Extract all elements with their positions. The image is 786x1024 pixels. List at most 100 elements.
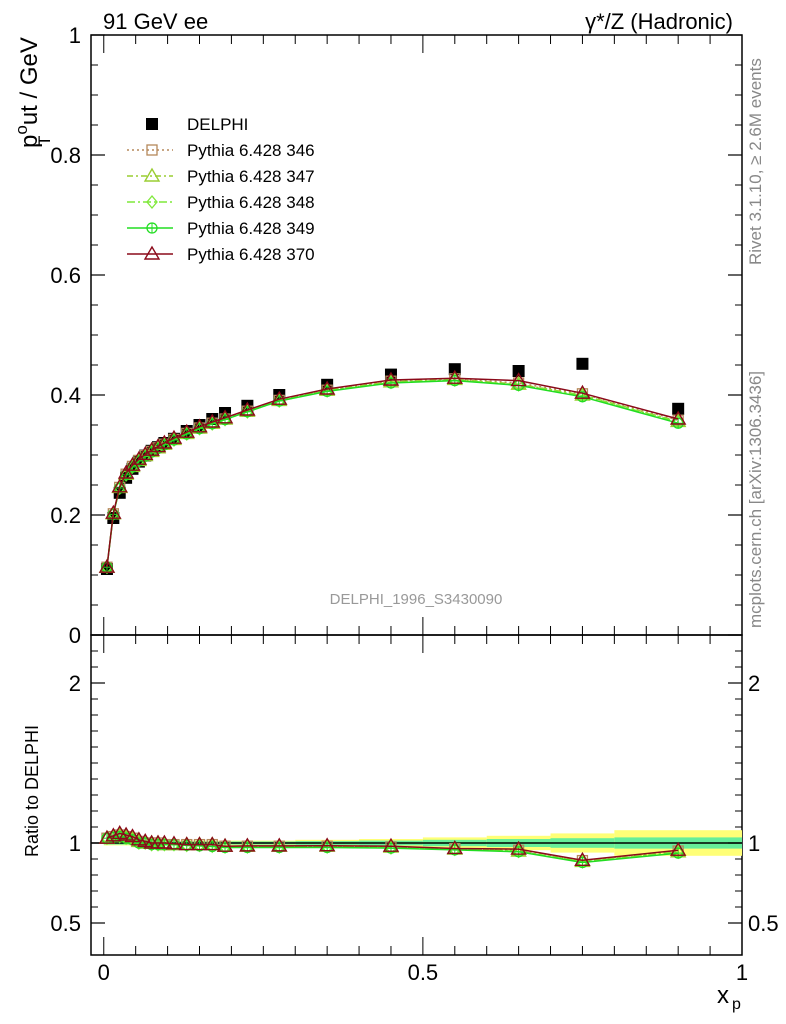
data-point — [216, 409, 234, 424]
series-line — [106, 379, 679, 568]
data-point — [239, 401, 256, 416]
data-point — [271, 837, 288, 852]
data-point — [149, 438, 167, 453]
ylabel-main: pout / GeV T — [12, 37, 54, 148]
data-point — [385, 377, 397, 389]
main-ytick-label: 1 — [69, 23, 81, 48]
data-point — [382, 837, 400, 852]
series-pythia-6-428-370 — [98, 369, 687, 573]
data-point — [105, 827, 122, 842]
ylabel-ratio: Ratio to DELPHI — [22, 725, 42, 857]
header-left: 91 GeV ee — [103, 9, 208, 34]
data-point — [672, 417, 684, 429]
data-point — [318, 380, 336, 395]
legend: DELPHI Pythia 6.428 346 Pythia 6.428 347 Py… — [127, 115, 315, 264]
data-point — [117, 464, 135, 479]
main-ytick-label: 0.2 — [50, 503, 81, 528]
analysis-label: DELPHI_1996_S3430090 — [330, 591, 503, 608]
main-ytick-label: 0.4 — [50, 383, 81, 408]
ratio-ytick-label: 0.5 — [50, 911, 81, 936]
data-point — [510, 840, 527, 855]
data-point — [191, 836, 208, 851]
data-point — [137, 446, 154, 461]
data-point — [574, 851, 591, 866]
legend-item: Pythia 6.428 346 — [127, 141, 315, 160]
legend-label: Pythia 6.428 370 — [187, 245, 315, 264]
data-point — [98, 558, 116, 573]
data-point — [143, 167, 161, 182]
main-series-group — [98, 357, 687, 575]
legend-item: Pythia 6.428 370 — [127, 245, 315, 264]
data-point — [448, 363, 461, 376]
data-point — [165, 835, 183, 850]
data-point — [178, 836, 195, 851]
main-ytick-label: 0.6 — [50, 263, 81, 288]
data-point — [216, 837, 234, 852]
ratio-series-group — [98, 825, 687, 869]
data-point — [111, 478, 128, 493]
legend-item: Pythia 6.428 348 — [127, 193, 315, 212]
ratio-ytick-label-right: 0.5 — [748, 911, 779, 936]
series-line — [106, 379, 679, 568]
legend-label: Pythia 6.428 346 — [187, 141, 315, 160]
legend-item: Pythia 6.428 349 — [127, 219, 315, 238]
data-point — [271, 390, 288, 405]
data-point — [105, 504, 122, 519]
main-ytick-label: 0 — [69, 623, 81, 648]
data-point — [446, 369, 464, 384]
legend-label: Pythia 6.428 349 — [187, 219, 315, 238]
data-point — [669, 841, 687, 856]
data-point — [143, 441, 160, 456]
ratio-ytick-label-right: 2 — [748, 671, 760, 696]
uncertainty-band — [91, 830, 742, 856]
data-point — [512, 365, 525, 377]
header-right: γ*/Z (Hadronic) — [585, 9, 733, 34]
mcplots-label: mcplots.cern.ch [arXiv:1306.3436] — [746, 371, 765, 628]
data-point — [672, 402, 685, 415]
svg-text:T: T — [35, 136, 54, 146]
series-pythia-6-428-349 — [101, 374, 684, 573]
series-pythia-6-428-348 — [101, 372, 685, 575]
data-point — [146, 118, 158, 130]
svg-text:pout / GeV: pout / GeV — [12, 37, 43, 148]
series-line — [106, 377, 679, 568]
xtick-label: 0.5 — [408, 960, 439, 985]
data-point — [669, 410, 687, 425]
data-point — [130, 450, 148, 465]
data-point — [191, 418, 208, 433]
main-axis-ticks: 0 0.2 0.4 0.6 0.8 1 — [50, 23, 743, 648]
data-point — [382, 371, 400, 386]
data-point — [156, 834, 173, 849]
data-point — [178, 423, 195, 438]
xtick-label: 0 — [98, 960, 110, 985]
data-point — [146, 222, 158, 234]
data-point — [510, 372, 527, 387]
data-point — [204, 836, 221, 851]
xtick-label: 1 — [736, 960, 748, 985]
ratio-ytick-label-right: 1 — [748, 831, 760, 856]
series-pythia-6-428-370 — [98, 825, 687, 866]
data-point — [446, 840, 464, 855]
series-delphi — [100, 357, 685, 575]
legend-label: Pythia 6.428 347 — [187, 167, 315, 186]
data-point — [146, 194, 158, 210]
xlabel: x p — [717, 982, 741, 1013]
data-point — [204, 413, 221, 428]
legend-label: DELPHI — [187, 115, 248, 134]
svg-text:p: p — [732, 996, 741, 1013]
rivet-label: Rivet 3.1.10, ≥ 2.6M events — [746, 58, 765, 265]
svg-text:x: x — [717, 982, 729, 1009]
legend-label: Pythia 6.428 348 — [187, 193, 315, 212]
data-point — [576, 357, 589, 370]
series-pythia-6-428-346 — [101, 373, 684, 573]
main-ytick-label: 0.8 — [50, 143, 81, 168]
ratio-panel-frame — [90, 634, 743, 956]
data-point — [318, 837, 336, 852]
data-point — [98, 829, 116, 844]
ratio-axis-ticks: 0.5 0.51 12 20 0.5 1 — [50, 635, 779, 985]
legend-item: Pythia 6.428 347 — [127, 167, 315, 186]
data-point — [574, 384, 591, 399]
data-point — [165, 429, 183, 444]
series-pythia-6-428-347 — [98, 371, 687, 573]
